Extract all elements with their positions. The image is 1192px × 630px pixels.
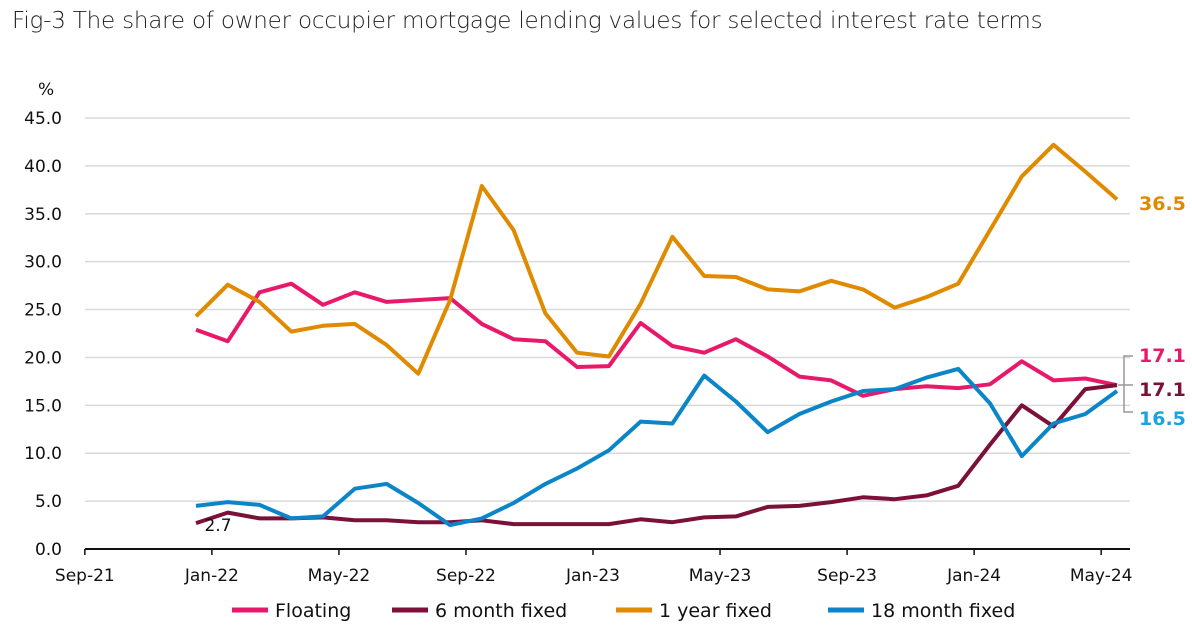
y-tick-label: 25.0 (24, 301, 62, 321)
y-tick-label: 0.0 (35, 540, 62, 560)
x-tick-label: May-23 (689, 566, 752, 586)
label-leader (1118, 355, 1133, 413)
legend-label: Floating (275, 600, 351, 622)
end-label: 36.5 (1139, 193, 1186, 215)
x-tick-label: Sep-23 (817, 566, 877, 586)
y-tick-label: 45.0 (24, 109, 62, 129)
y-tick-label: 40.0 (24, 157, 62, 177)
legend-label: 1 year fixed (659, 600, 772, 622)
end-label: 17.1 (1139, 345, 1186, 367)
x-tick-label: Sep-22 (436, 566, 496, 586)
y-tick-label: 20.0 (24, 348, 62, 368)
y-tick-label: 5.0 (35, 492, 62, 512)
y-tick-label: 30.0 (24, 253, 62, 273)
end-label: 16.5 (1139, 408, 1186, 430)
x-tick-label: Jan-24 (946, 566, 1001, 586)
y-tick-label: 10.0 (24, 444, 62, 464)
series-line-18-month-fixed (195, 366, 1119, 528)
legend-label: 18 month fixed (871, 600, 1015, 622)
x-tick-label: Jan-23 (565, 566, 620, 586)
x-tick-label: Jan-22 (184, 566, 239, 586)
series-line-floating (195, 281, 1118, 398)
x-tick-label: May-22 (308, 566, 371, 586)
chart-title: Fig-3 The share of owner occupier mortga… (12, 8, 1043, 34)
y-axis-label: % (38, 80, 54, 100)
end-label: 17.1 (1139, 379, 1186, 401)
data-label: 2.7 (204, 516, 231, 536)
y-tick-label: 15.0 (24, 396, 62, 416)
x-tick-label: Sep-21 (55, 566, 115, 586)
series-line-6-month-fixed (195, 383, 1118, 527)
legend-label: 6 month fixed (435, 600, 567, 622)
x-tick-label: May-24 (1070, 566, 1133, 586)
series-line-1-year-fixed (194, 142, 1119, 376)
y-tick-label: 35.0 (24, 205, 62, 225)
